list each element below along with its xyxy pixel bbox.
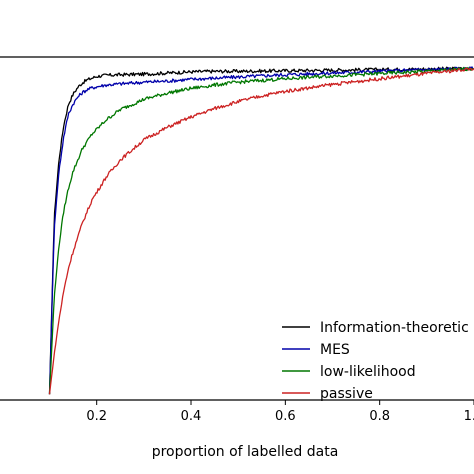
legend-label: passive [320,386,373,402]
x-tick-label: 0.2 [86,409,107,424]
legend-label: MES [320,342,350,358]
series-line-information-theoretic [48,66,474,395]
x-tick-label: 0.6 [275,409,296,424]
series-line-mes [48,66,474,395]
legend-label: Information-theoretic [320,320,469,336]
x-axis-label: proportion of labelled data [152,444,339,460]
series-layer [48,66,474,395]
plot-frame [0,56,474,401]
x-tick-label: 0.4 [181,409,202,424]
series-line-passive [48,67,474,395]
series-line-low-likelihood [48,66,474,395]
legend: Information-theoretic MES low-likelihood pa… [282,320,469,402]
x-axis: 0.2 0.4 0.6 0.8 1.0 [86,400,474,424]
x-tick-label: 0.8 [369,409,390,424]
x-tick-label: 1.0 [464,409,474,424]
legend-label: low-likelihood [320,364,416,380]
